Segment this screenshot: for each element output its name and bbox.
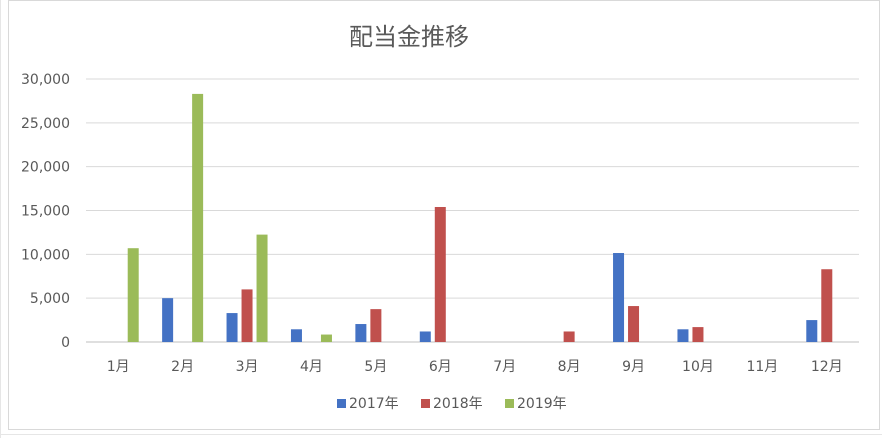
x-tick-label: 7月	[493, 359, 516, 375]
gridlines	[86, 78, 859, 343]
legend-label: 2018年	[433, 396, 483, 412]
bar	[434, 206, 446, 342]
bar	[806, 320, 818, 342]
chart-area[interactable]: 配当金推移 0 5,000 10,000 15,000 20,000 25,000 30,0…	[8, 0, 880, 430]
bar	[628, 306, 640, 342]
legend-swatch	[421, 399, 430, 408]
x-tick-label: 11月	[746, 359, 778, 375]
bar	[290, 329, 302, 342]
legend-label: 2019年	[517, 396, 567, 412]
bar	[162, 298, 174, 342]
x-tick-label: 9月	[622, 359, 645, 375]
x-tick-label: 8月	[558, 359, 581, 375]
y-tick-label: 15,000	[21, 204, 70, 220]
chart-svg: 配当金推移 0 5,000 10,000 15,000 20,000 25,000 30,0…	[21, 23, 859, 412]
bar	[677, 329, 689, 342]
legend-swatch	[337, 399, 346, 408]
y-axis: 0 5,000 10,000 15,000 20,000 25,000 30,000	[21, 72, 70, 351]
bar	[613, 253, 625, 342]
y-tick-label: 0	[61, 335, 70, 351]
bar	[241, 289, 253, 342]
legend-label: 2017年	[349, 396, 399, 412]
x-tick-label: 5月	[364, 359, 387, 375]
bar	[563, 331, 575, 342]
x-tick-label: 6月	[429, 359, 452, 375]
y-tick-label: 25,000	[21, 116, 70, 132]
x-tick-label: 4月	[300, 359, 323, 375]
chart-title: 配当金推移	[349, 23, 469, 51]
bar	[256, 234, 268, 342]
x-axis: 1月 2月 3月 4月 5月 6月 7月 8月 9月 10月 11月 12月	[107, 359, 843, 375]
x-tick-label: 10月	[682, 359, 714, 375]
y-tick-label: 20,000	[21, 160, 70, 176]
y-tick-label: 30,000	[21, 72, 70, 88]
sheet-gridline	[0, 434, 882, 435]
bar	[226, 313, 238, 342]
x-tick-label: 3月	[236, 359, 259, 375]
bar	[320, 334, 332, 342]
bar	[692, 327, 704, 342]
bar	[370, 309, 382, 342]
legend: 2017年 2018年 2019年	[337, 396, 567, 412]
x-tick-label: 12月	[811, 359, 843, 375]
bar	[127, 248, 139, 342]
bars	[127, 93, 833, 342]
y-tick-label: 5,000	[30, 291, 70, 307]
legend-swatch	[505, 399, 514, 408]
sheet-gridline	[0, 0, 1, 438]
bar	[419, 331, 431, 342]
bar	[192, 93, 204, 342]
bar	[355, 324, 367, 342]
y-tick-label: 10,000	[21, 247, 70, 263]
x-tick-label: 2月	[171, 359, 194, 375]
bar	[821, 269, 833, 342]
x-tick-label: 1月	[107, 359, 130, 375]
